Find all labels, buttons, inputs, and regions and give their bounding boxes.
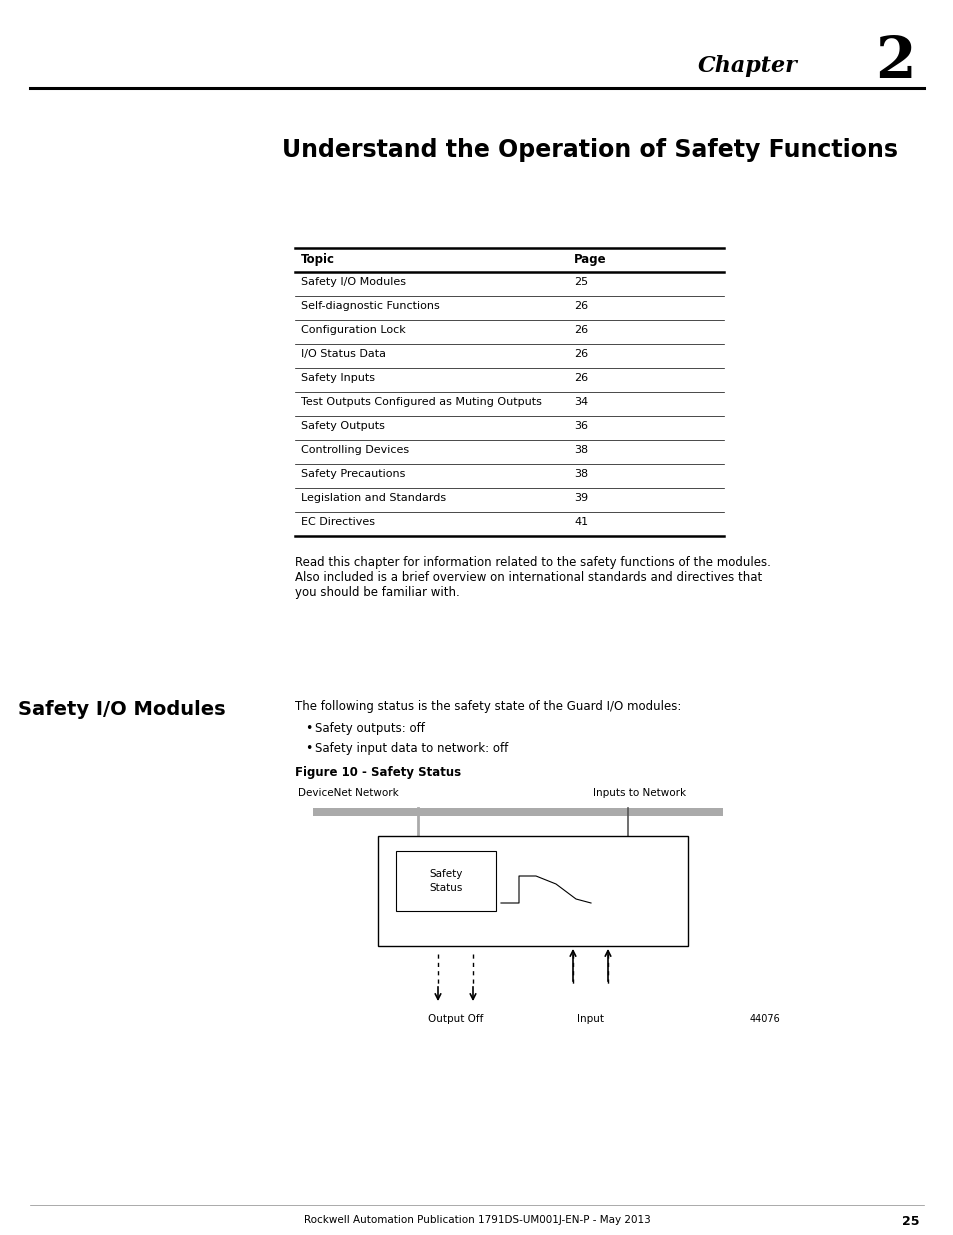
- Text: Rockwell Automation Publication 1791DS-UM001J-EN-P - May 2013: Rockwell Automation Publication 1791DS-U…: [303, 1215, 650, 1225]
- Text: •: •: [305, 722, 312, 735]
- Text: Safety Inputs: Safety Inputs: [301, 373, 375, 383]
- Text: EC Directives: EC Directives: [301, 517, 375, 527]
- Text: Chapter: Chapter: [698, 56, 797, 77]
- Text: Also included is a brief overview on international standards and directives that: Also included is a brief overview on int…: [294, 571, 761, 584]
- Text: 26: 26: [574, 373, 587, 383]
- Text: Read this chapter for information related to the safety functions of the modules: Read this chapter for information relate…: [294, 556, 770, 569]
- Text: 2: 2: [875, 35, 915, 90]
- Text: 26: 26: [574, 350, 587, 359]
- Text: Controlling Devices: Controlling Devices: [301, 445, 409, 454]
- Text: •: •: [305, 742, 312, 755]
- Text: DeviceNet Network: DeviceNet Network: [297, 788, 398, 798]
- Text: Safety Outputs: Safety Outputs: [301, 421, 384, 431]
- Text: Input: Input: [577, 1014, 603, 1024]
- Bar: [313, 808, 722, 816]
- Text: 25: 25: [902, 1215, 919, 1228]
- Text: 34: 34: [574, 396, 587, 408]
- Text: Inputs to Network: Inputs to Network: [593, 788, 685, 798]
- Text: Output Off: Output Off: [427, 1014, 482, 1024]
- Text: Safety Precautions: Safety Precautions: [301, 469, 405, 479]
- Text: 44076: 44076: [749, 1014, 780, 1024]
- Text: 36: 36: [574, 421, 587, 431]
- Bar: [377, 836, 687, 946]
- Text: I/O Status Data: I/O Status Data: [301, 350, 386, 359]
- Text: Configuration Lock: Configuration Lock: [301, 325, 405, 335]
- Text: Safety I/O Modules: Safety I/O Modules: [301, 277, 406, 287]
- Text: Topic: Topic: [301, 253, 335, 266]
- Bar: [395, 851, 496, 911]
- Text: Safety I/O Modules: Safety I/O Modules: [18, 700, 226, 719]
- Text: Page: Page: [574, 253, 606, 266]
- Text: 38: 38: [574, 445, 587, 454]
- Text: you should be familiar with.: you should be familiar with.: [294, 585, 459, 599]
- Text: Figure 10 - Safety Status: Figure 10 - Safety Status: [294, 766, 460, 779]
- Text: Understand the Operation of Safety Functions: Understand the Operation of Safety Funct…: [282, 138, 897, 162]
- Text: 41: 41: [574, 517, 587, 527]
- Text: 26: 26: [574, 301, 587, 311]
- Text: Self-diagnostic Functions: Self-diagnostic Functions: [301, 301, 439, 311]
- Text: Safety outputs: off: Safety outputs: off: [314, 722, 424, 735]
- Text: 38: 38: [574, 469, 587, 479]
- Text: 26: 26: [574, 325, 587, 335]
- Text: Legislation and Standards: Legislation and Standards: [301, 493, 446, 503]
- Text: 25: 25: [574, 277, 587, 287]
- Text: Test Outputs Configured as Muting Outputs: Test Outputs Configured as Muting Output…: [301, 396, 541, 408]
- Text: The following status is the safety state of the Guard I/O modules:: The following status is the safety state…: [294, 700, 680, 713]
- Text: Safety input data to network: off: Safety input data to network: off: [314, 742, 508, 755]
- Text: 39: 39: [574, 493, 587, 503]
- Text: Safety
Status: Safety Status: [429, 869, 462, 893]
